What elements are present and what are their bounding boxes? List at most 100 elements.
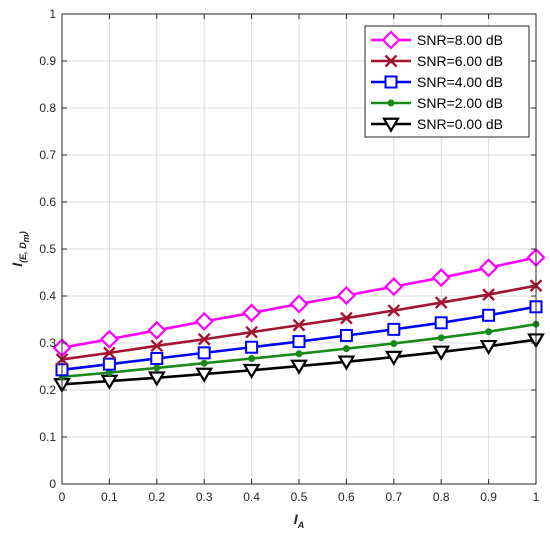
legend-entry: SNR=0.00 dB (371, 116, 503, 133)
data-point-diamond (99, 329, 119, 349)
data-point-triangle (242, 363, 261, 380)
data-point-square (387, 322, 401, 336)
data-point-x-stroke (434, 296, 448, 309)
data-point-square (384, 75, 398, 89)
data-point-dot (153, 364, 161, 372)
series-group (55, 279, 543, 366)
x-tick-label: 0.5 (291, 490, 308, 504)
data-point-diamond (336, 285, 356, 306)
data-point-x (197, 332, 211, 346)
legend-label: SNR=2.00 dB (417, 95, 503, 111)
x-tick-label: 0.6 (338, 490, 355, 504)
data-point-square (245, 340, 259, 354)
x-tick-label: 1 (533, 490, 540, 504)
data-point-x-stroke (387, 304, 401, 317)
x-axis-label-sub: A (297, 520, 305, 530)
y-tick-label: 0.1 (39, 430, 56, 444)
x-axis-label: IA (294, 511, 304, 530)
data-point-square (482, 308, 496, 322)
legend-entry: SNR=6.00 dB (371, 53, 503, 69)
data-point-dot (390, 339, 398, 347)
legend-entry: SNR=4.00 dB (371, 74, 503, 90)
data-point-dot (387, 99, 395, 107)
data-point-triangle (384, 350, 403, 366)
x-tick-label: 0.1 (101, 490, 118, 504)
data-point-square (150, 352, 164, 366)
y-tick-label: 1 (49, 7, 56, 21)
data-point-x (384, 54, 398, 68)
data-point-square (339, 328, 353, 342)
x-tick-label: 0.7 (385, 490, 402, 504)
y-axis-label-close: ) (18, 231, 28, 235)
data-point-x (434, 296, 448, 309)
y-tick-label: 0.3 (39, 336, 56, 350)
series-layer (52, 247, 546, 394)
data-point-x-stroke (482, 288, 495, 301)
data-point-x (387, 304, 401, 317)
data-point-x (103, 346, 116, 360)
y-tick-label: 0.9 (39, 54, 56, 68)
data-point-triangle (479, 339, 498, 356)
x-tick-label: 0.4 (243, 490, 260, 504)
x-tick-label: 0.2 (148, 490, 165, 504)
y-axis-label-main: I (9, 262, 25, 267)
data-point-triangle (147, 371, 166, 387)
data-point-diamond (242, 303, 262, 323)
series-group (53, 333, 545, 394)
data-point-x-stroke (292, 318, 306, 332)
y-tick-label: 0.7 (39, 148, 56, 162)
x-axis-label-main: I (294, 511, 299, 527)
data-point-x (245, 325, 258, 339)
data-point-dot (342, 345, 350, 353)
data-point-x-stroke (340, 311, 353, 325)
data-point-x (482, 288, 495, 301)
y-tick-label: 0.4 (39, 289, 56, 303)
data-point-diamond (289, 294, 309, 314)
data-point-dot (295, 350, 303, 358)
x-tick-label: 0.9 (480, 490, 497, 504)
data-point-diamond (194, 311, 214, 331)
legend-label: SNR=0.00 dB (417, 116, 503, 132)
data-point-diamond (147, 320, 167, 340)
data-point-x-stroke (245, 325, 258, 339)
y-tick-label: 0.5 (39, 242, 56, 256)
y-axis-label: I(E, Dm) (9, 231, 31, 266)
data-point-x (292, 318, 306, 332)
data-point-dot (248, 355, 256, 363)
y-tick-label: 0.6 (39, 195, 56, 209)
data-point-dot (200, 359, 208, 367)
legend-label: SNR=8.00 dB (417, 32, 503, 48)
data-point-x-stroke (197, 332, 211, 346)
legend-label: SNR=4.00 dB (417, 74, 503, 90)
data-point-triangle (337, 355, 356, 371)
data-point-diamond (479, 258, 499, 278)
data-point-square (197, 346, 211, 360)
data-point-square (292, 335, 306, 349)
data-point-x-stroke (384, 54, 398, 68)
data-point-triangle (290, 359, 308, 375)
data-point-dot (437, 334, 445, 342)
data-point-x (150, 339, 164, 353)
legend-entry: SNR=8.00 dB (371, 30, 503, 50)
data-point-triangle (195, 367, 214, 383)
data-point-diamond (381, 30, 401, 50)
y-tick-label: 0.2 (39, 383, 56, 397)
data-point-x (340, 311, 353, 325)
x-tick-label: 0.3 (196, 490, 213, 504)
data-point-square (434, 316, 448, 330)
data-point-x-stroke (150, 339, 164, 353)
legend-entry: SNR=2.00 dB (371, 95, 503, 111)
y-axis-label-subsub: m (21, 234, 31, 242)
legend: SNR=8.00 dB SNR=6.00 dB SNR=4.00 dB SNR=2.0… (364, 25, 530, 138)
x-tick-label: 0.8 (433, 490, 450, 504)
data-point-square (102, 357, 116, 371)
axis-ticks: 0 0.1 0.2 0.3 0.4 0.5 0.6 0.7 0.8 0.9 1 0 0.1 0.2 0.3 0… (39, 7, 539, 504)
data-point-diamond (384, 277, 404, 297)
series-group (58, 320, 540, 381)
y-tick-label: 0.8 (39, 101, 56, 115)
data-point-x-stroke (103, 346, 116, 360)
series-group (52, 247, 546, 358)
data-point-triangle (382, 117, 400, 133)
legend-label: SNR=6.00 dB (417, 53, 503, 69)
